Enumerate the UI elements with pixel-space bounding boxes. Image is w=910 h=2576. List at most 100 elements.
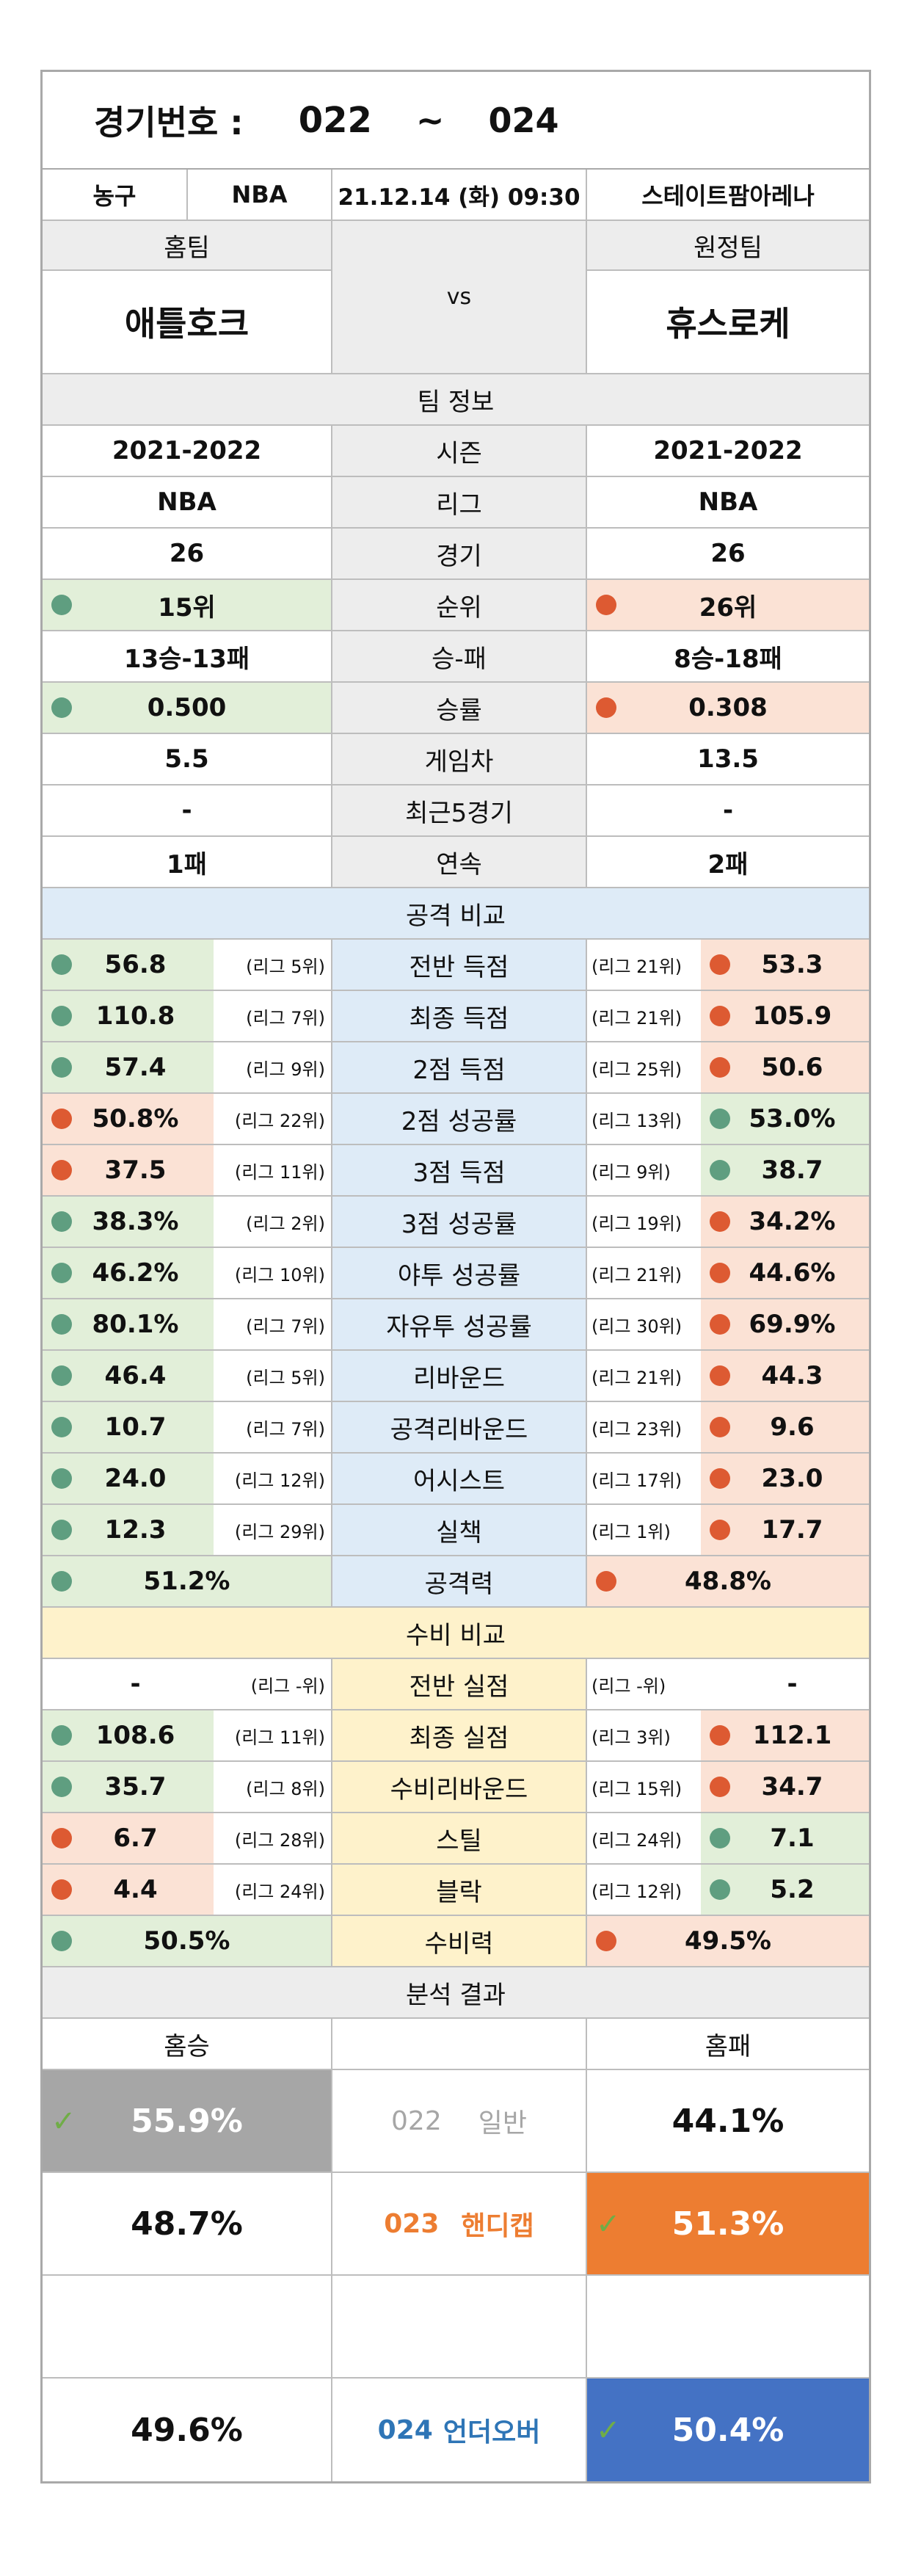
team-info-row: - 최근5경기 - (43, 786, 869, 837)
row-label: 연속 (331, 837, 587, 887)
away-value: 26위 (587, 580, 869, 630)
check-icon: ✓ (596, 2414, 621, 2448)
team-info-table: 2021-2022 시즌 2021-2022 NBA 리그 NBA 26 경기 26 15위 순위 2… (43, 426, 869, 888)
home-team-name: 애틀호크 (124, 303, 250, 344)
match-number-title: 경기번호 : (94, 102, 244, 142)
team-info-row: NBA 리그 NBA (43, 477, 869, 529)
home-stat-value: 35.7 (43, 1762, 214, 1812)
check-icon: ✓ (596, 2207, 621, 2241)
home-stat-value: - (130, 1669, 141, 1699)
stat-label: 3점 성공률 (331, 1197, 587, 1247)
general-away-value: 44.1% (671, 2102, 785, 2140)
good-indicator-icon (51, 697, 72, 718)
analysis-row-handicap: 48.7% 023 핸디캡 ✓ 51.3% (43, 2173, 869, 2276)
general-home-pick: ✓ 55.9% (43, 2070, 331, 2172)
away-team-label: 원정팀 (587, 221, 869, 271)
home-stat-value: 4.4 (43, 1865, 214, 1915)
attack-table: 56.8 (리그 5위) 전반 득점 (리그 21위) 53.3 110.8 (리그 7위)… (43, 940, 869, 1556)
good-indicator-icon (51, 1057, 72, 1078)
match-number-from: 022 (298, 99, 372, 141)
good-indicator-icon (51, 1520, 72, 1540)
good-indicator-icon (51, 1263, 72, 1283)
away-stat-value: 69.9% (701, 1299, 869, 1349)
stat-row: 24.0 (리그 12위) 어시스트 (리그 17위) 23.0 (43, 1454, 869, 1505)
away-stat-value: 17.7 (701, 1505, 869, 1555)
analysis-row-general: ✓ 55.9% 022 일반 44.1% (43, 2070, 869, 2173)
stat-row: 108.6 (리그 11위) 최종 실점 (리그 3위) 112.1 (43, 1710, 869, 1762)
home-stat-value: 50.8% (43, 1094, 214, 1144)
bad-indicator-icon (51, 1109, 72, 1129)
stat-row: 46.4 (리그 5위) 리바운드 (리그 21위) 44.3 (43, 1351, 869, 1402)
stat-row: 37.5 (리그 11위) 3점 득점 (리그 9위) 38.7 (43, 1145, 869, 1197)
bad-indicator-icon (710, 1211, 730, 1232)
match-sheet: 경기번호 : 022 ~ 024 농구 NBA 21.12.14 (화) 09:… (40, 70, 871, 2484)
attack-power-row: 51.2% 공격력 48.8% (43, 1556, 869, 1608)
stat-label: 전반 실점 (331, 1659, 587, 1709)
handicap-home-value: 48.7% (131, 2205, 243, 2243)
stat-row: 46.2% (리그 10위) 야투 성공률 (리그 21위) 44.6% (43, 1248, 869, 1299)
away-league-rank: (리그 1위) (587, 1505, 701, 1555)
team-info-row: 5.5 게임차 13.5 (43, 734, 869, 786)
home-league-rank: (리그 5위) (214, 1351, 331, 1401)
home-stat-value: 24.0 (43, 1454, 214, 1503)
away-league-rank: (리그 19위) (587, 1197, 701, 1247)
away-value: 13.5 (697, 744, 759, 774)
underover-type: 024 언더오버 (331, 2379, 587, 2481)
row-label: 리그 (331, 477, 587, 527)
home-attack-power: 51.2% (43, 1556, 331, 1606)
venue: 스테이트팜아레나 (641, 182, 815, 210)
stat-row: 56.8 (리그 5위) 전반 득점 (리그 21위) 53.3 (43, 940, 869, 991)
away-league-rank: (리그 23위) (587, 1402, 701, 1452)
team-info-row: 13승-13패 승-패 8승-18패 (43, 631, 869, 683)
home-value: 1패 (167, 849, 207, 879)
home-stat-value: 37.5 (43, 1145, 214, 1195)
analysis-labels-row: 홈승 홈패 (43, 2019, 869, 2070)
defense-title: 수비 비교 (406, 1620, 506, 1650)
home-league-rank: (리그 11위) (214, 1145, 331, 1195)
away-league-rank: (리그 9위) (587, 1145, 701, 1195)
home-value: 26 (169, 539, 205, 568)
away-stat-value: 53.3 (701, 940, 869, 990)
stat-row: - (리그 -위) 전반 실점 (리그 -위) - (43, 1659, 869, 1710)
home-win-label: 홈승 (164, 2031, 210, 2061)
home-league-rank: (리그 7위) (214, 991, 331, 1041)
away-league-rank: (리그 21위) (587, 940, 701, 990)
good-indicator-icon (51, 1365, 72, 1386)
underover-away-pick: ✓ 50.4% (587, 2379, 869, 2481)
away-stat-value: 7.1 (701, 1813, 869, 1863)
bad-indicator-icon (710, 1520, 730, 1540)
home-league-rank: (리그 5위) (214, 940, 331, 990)
away-stat-value: - (787, 1669, 798, 1699)
bad-indicator-icon (710, 1263, 730, 1283)
bad-indicator-icon (596, 595, 616, 615)
home-stat-value: 10.7 (43, 1402, 214, 1452)
bad-indicator-icon (710, 1365, 730, 1386)
away-stat-value: 34.7 (701, 1762, 869, 1812)
defense-header: 수비 비교 (43, 1608, 869, 1659)
away-league-rank: (리그 13위) (587, 1094, 701, 1144)
row-label: 게임차 (331, 734, 587, 784)
stat-row: 10.7 (리그 7위) 공격리바운드 (리그 23위) 9.6 (43, 1402, 869, 1454)
good-indicator-icon (51, 954, 72, 975)
bad-indicator-icon (51, 1879, 72, 1900)
away-attack-power: 48.8% (587, 1556, 869, 1606)
home-league-rank: (리그 7위) (214, 1402, 331, 1452)
home-stat-value: 46.4 (43, 1351, 214, 1401)
away-stat-value: 5.2 (701, 1865, 869, 1915)
team-info-title: 팀 정보 (417, 387, 495, 417)
away-league-rank: (리그 24위) (587, 1813, 701, 1863)
away-league-rank: (리그 12위) (587, 1865, 701, 1915)
stat-label: 자유투 성공률 (331, 1299, 587, 1349)
team-info-row: 1패 연속 2패 (43, 837, 869, 888)
home-league-rank: (리그 8위) (214, 1762, 331, 1812)
bad-indicator-icon (596, 1931, 616, 1951)
home-value: 5.5 (164, 744, 209, 774)
home-league-rank: (리그 29위) (214, 1505, 331, 1555)
home-stat-value: 38.3% (43, 1197, 214, 1247)
home-value: - (181, 796, 192, 825)
sport: 농구 (92, 182, 136, 210)
home-league-rank: (리그 28위) (214, 1813, 331, 1863)
home-stat-value: 46.2% (43, 1248, 214, 1298)
row-label: 최근5경기 (331, 786, 587, 835)
handicap-type: 023 핸디캡 (331, 2173, 587, 2274)
